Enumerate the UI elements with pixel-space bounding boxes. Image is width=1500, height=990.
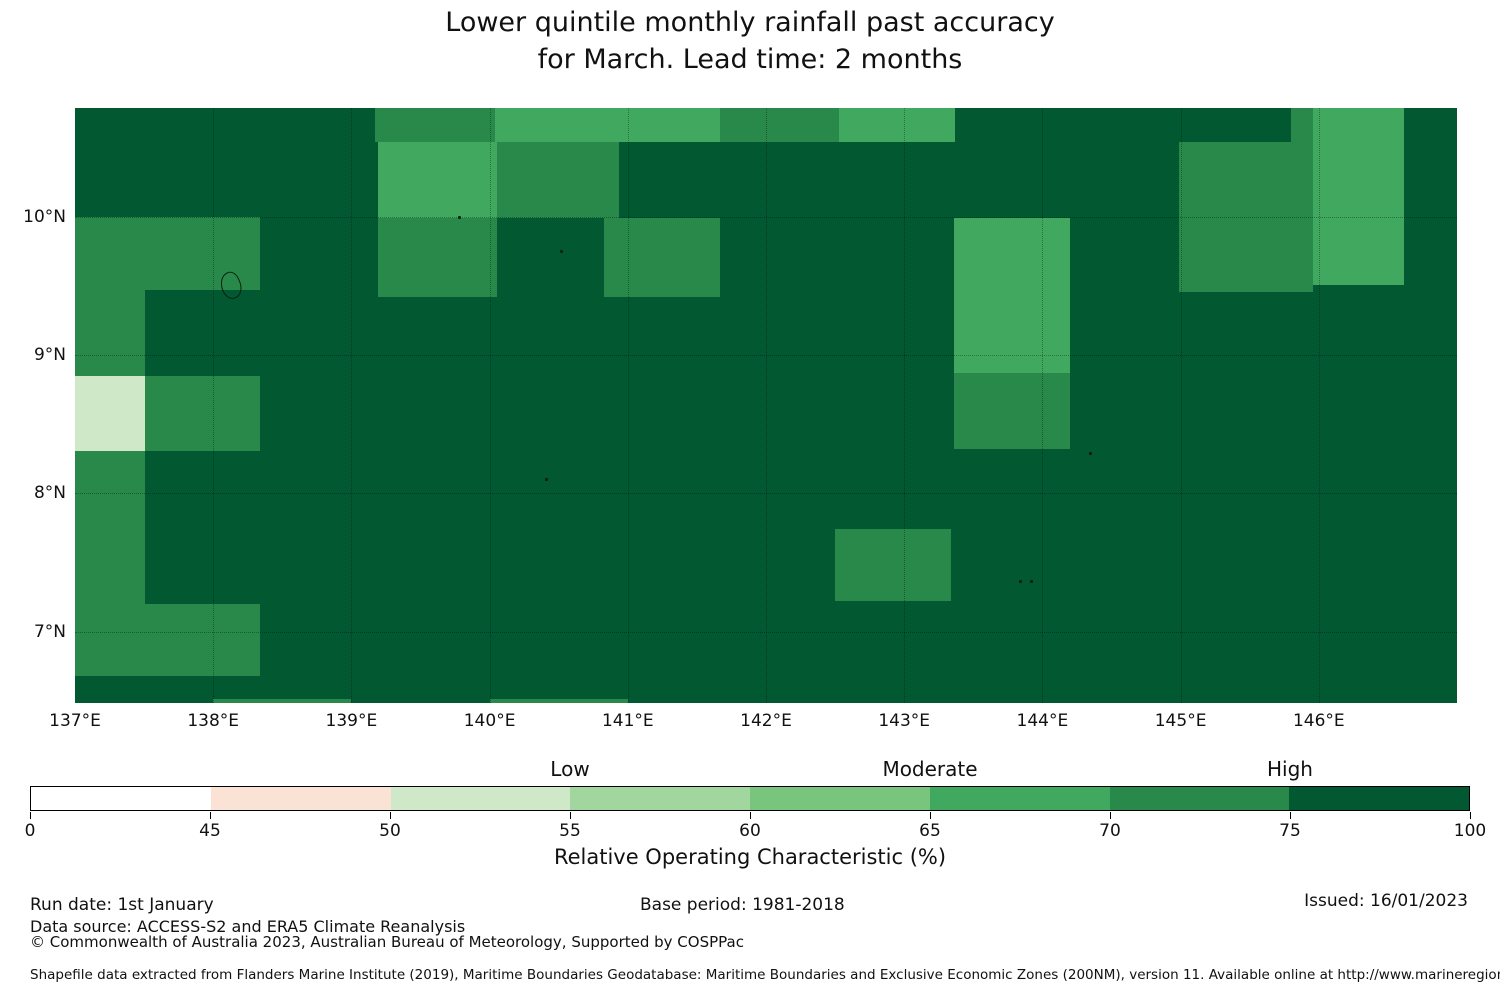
map-cell	[489, 699, 628, 703]
islet-dot	[1089, 451, 1093, 455]
colorbar-tick-label: 0	[24, 821, 36, 841]
map-cell	[75, 290, 146, 376]
colorbar	[30, 786, 1470, 811]
data-source-text: Data source: ACCESS-S2 and ERA5 Climate …	[30, 917, 466, 936]
map-gridline	[75, 355, 1457, 357]
issued-text: Issued: 16/01/2023	[1304, 891, 1468, 911]
islet-dot	[1018, 580, 1022, 584]
x-axis-tick-label: 137°E	[49, 711, 101, 731]
shapefile-note-text: Shapefile data extracted from Flanders M…	[30, 967, 1500, 983]
y-axis-tick-label: 7°N	[33, 621, 66, 642]
y-axis-tick-label: 9°N	[33, 345, 66, 366]
x-axis-tick-label: 141°E	[601, 711, 654, 731]
colorbar-class-label: Moderate	[882, 757, 978, 781]
base-period-text: Base period: 1981-2018	[640, 895, 845, 915]
map-gridline	[766, 108, 767, 703]
colorbar-tick-label: 60	[739, 821, 761, 841]
islet-dot	[544, 478, 548, 482]
map-gridline	[213, 108, 215, 703]
map-gridline	[351, 108, 353, 703]
y-axis-tick-label: 10°N	[23, 207, 66, 227]
map-gridline	[1180, 108, 1182, 703]
map-cell	[374, 108, 496, 143]
colorbar-tick-label: 70	[1099, 821, 1121, 841]
map-cell	[1291, 108, 1314, 143]
colorbar-tick	[30, 812, 32, 819]
map-cell	[1179, 142, 1314, 292]
chart-title-line2: for March. Lead time: 2 months	[537, 44, 963, 75]
map-gridline	[1042, 108, 1044, 703]
colorbar-axis-label: Relative Operating Characteristic (%)	[553, 845, 947, 869]
map-cell	[213, 699, 352, 703]
colorbar-tick	[1110, 812, 1112, 819]
map-gridline	[75, 631, 1457, 633]
colorbar-tick-label: 100	[1453, 821, 1487, 841]
x-axis-tick-label: 144°E	[1016, 711, 1069, 731]
map-cell	[835, 529, 952, 602]
x-axis-tick-label: 138°E	[187, 711, 240, 731]
colorbar-tick	[750, 812, 752, 819]
x-axis-tick-label: 143°E	[878, 711, 931, 731]
map-gridline	[489, 108, 491, 703]
x-axis-tick-label: 145°E	[1154, 711, 1207, 731]
colorbar-tick-label: 55	[559, 821, 581, 841]
run-date-text: Run date: 1st January	[30, 895, 214, 915]
map-gridline	[904, 108, 906, 703]
map-cell	[377, 142, 497, 219]
map-gridline	[75, 493, 1457, 495]
colorbar-tick	[1470, 812, 1472, 819]
map-cell	[496, 142, 620, 219]
x-axis-tick-label: 146°E	[1292, 711, 1345, 731]
map-cell	[953, 218, 1071, 374]
colorbar-tick-label: 50	[379, 821, 401, 841]
map-cell	[377, 218, 497, 298]
colorbar-class-label: High	[1267, 757, 1313, 781]
map-gridline	[75, 217, 1457, 218]
map-canvas	[75, 108, 1457, 703]
colorbar-tick-label: 45	[199, 821, 221, 841]
x-axis-tick-label: 139°E	[325, 711, 378, 731]
map-cell	[604, 218, 721, 298]
map-cell	[720, 108, 840, 143]
colorbar-tick-label: 75	[1279, 821, 1301, 841]
colorbar-tick	[930, 812, 932, 819]
map-cell	[75, 217, 261, 291]
colorbar-tick	[390, 812, 392, 819]
colorbar-tick	[210, 812, 212, 819]
colorbar-tick	[1290, 812, 1292, 819]
colorbar-segment	[1109, 787, 1290, 810]
map-cell	[75, 450, 146, 676]
map-cell	[839, 108, 956, 143]
colorbar-tick	[570, 812, 572, 819]
y-axis-tick-label: 8°N	[33, 483, 66, 504]
x-axis-tick-label: 142°E	[740, 711, 792, 731]
islet-dot	[1029, 580, 1033, 584]
colorbar-segment	[390, 787, 571, 810]
colorbar-class-label: Low	[550, 757, 590, 781]
colorbar-segment	[1289, 787, 1469, 810]
colorbar-segment	[750, 787, 930, 810]
map-cell	[1313, 108, 1405, 285]
islet-dot	[457, 215, 461, 219]
map-gridline	[627, 108, 629, 703]
colorbar-tick-label: 65	[919, 821, 941, 841]
colorbar-segment	[210, 787, 391, 810]
map-cell	[953, 373, 1071, 450]
colorbar-segment	[570, 787, 750, 810]
copyright-text: © Commonwealth of Australia 2023, Austra…	[30, 933, 744, 951]
chart-title-line1: Lower quintile monthly rainfall past acc…	[445, 7, 1055, 38]
map-cell	[75, 375, 146, 451]
colorbar-segment	[31, 787, 211, 810]
x-axis-tick-label: 140°E	[463, 711, 516, 731]
colorbar-segment	[929, 787, 1110, 810]
map-cell	[145, 375, 261, 451]
map-cell	[145, 603, 261, 676]
map-cell	[495, 108, 721, 143]
islet-dot	[560, 250, 564, 254]
map-gridline	[1318, 108, 1320, 703]
